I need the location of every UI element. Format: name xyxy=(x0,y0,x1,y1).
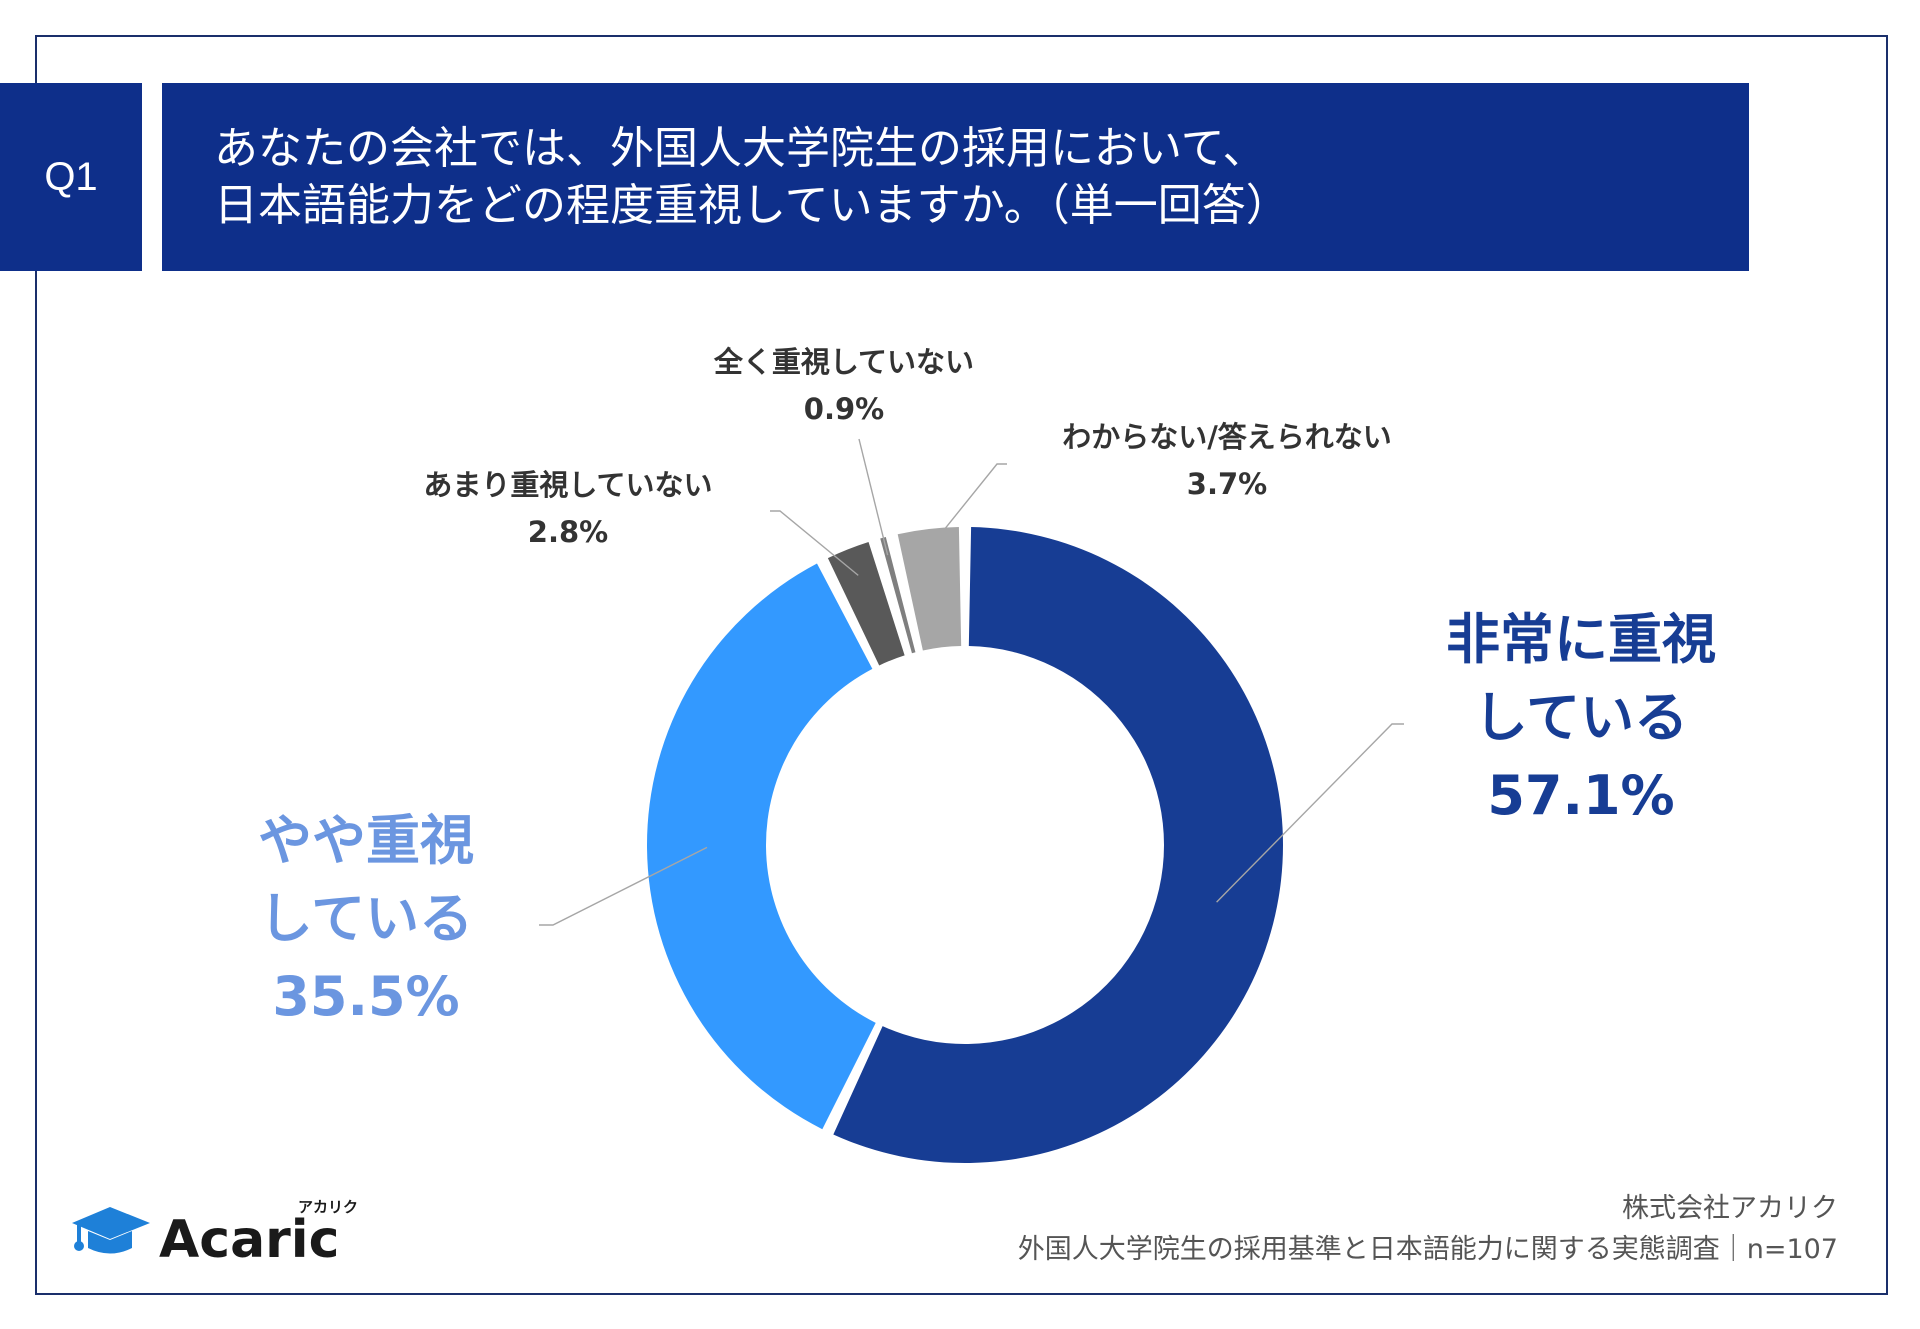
slice-value-very-important: 57.1% xyxy=(1487,764,1675,827)
slice-label-not-important-line-1: 全く重視していない xyxy=(713,345,975,379)
slice-label-not-very-important: あまり重視していない 2.8% xyxy=(368,462,768,556)
slice-label-not-important: 全く重視していない 0.9% xyxy=(644,339,1044,433)
donut-slice-not-very-important xyxy=(827,541,905,666)
slice-label-somewhat-important-line-1: やや重視 xyxy=(258,809,474,872)
question-title-line-2: 日本語能力をどの程度重視していますか。（単一回答） xyxy=(214,180,1290,231)
acaric-logo: Acaric アカリク xyxy=(72,1198,358,1266)
donut-slice-somewhat-important xyxy=(647,563,876,1130)
slice-value-somewhat-important: 35.5% xyxy=(272,965,460,1028)
leader-line-dont-know xyxy=(929,463,1007,548)
slice-label-not-very-important-line-1: あまり重視していない xyxy=(423,468,713,502)
slice-label-somewhat-important: やや重視 している 35.5% xyxy=(221,802,511,1036)
footer-company: 株式会社アカリク xyxy=(1622,1193,1838,1224)
question-title: あなたの会社では、外国人大学院生の採用において、 日本語能力をどの程度重視してい… xyxy=(162,83,1749,271)
donut-slice-not-important xyxy=(880,537,916,654)
question-number: Q1 xyxy=(0,83,142,271)
slice-label-dont-know: わからない/答えられない 3.7% xyxy=(1007,414,1447,508)
logo-katakana-text: アカリク xyxy=(298,1198,358,1216)
question-number-text: Q1 xyxy=(44,154,98,199)
slice-value-not-very-important: 2.8% xyxy=(527,515,609,549)
slice-value-not-important: 0.9% xyxy=(803,392,885,426)
donut-slice-dont-know xyxy=(897,527,962,651)
footer: 株式会社アカリク 外国人大学院生の採用基準と日本語能力に関する実態調査｜n=10… xyxy=(1018,1188,1838,1270)
leader-line-very-important xyxy=(1216,723,1404,903)
logo-brand-text: Acaric xyxy=(159,1210,339,1266)
leader-line-not-very-important xyxy=(770,510,859,576)
graduation-cap-icon xyxy=(72,1207,150,1254)
slice-label-somewhat-important-line-2: している xyxy=(258,887,474,950)
slice-value-dont-know: 3.7% xyxy=(1186,467,1268,501)
slice-label-very-important: 非常に重視 している 57.1% xyxy=(1426,601,1736,835)
footer-survey: 外国人大学院生の採用基準と日本語能力に関する実態調査｜n=107 xyxy=(1017,1234,1838,1265)
leader-line-somewhat-important xyxy=(539,846,708,926)
donut-slice-very-important xyxy=(833,527,1284,1163)
leader-line-not-important xyxy=(858,438,889,556)
chart-frame xyxy=(35,35,1888,1295)
slice-label-very-important-line-2: している xyxy=(1473,686,1689,749)
slice-label-very-important-line-1: 非常に重視 xyxy=(1446,608,1716,671)
slice-label-dont-know-line-1: わからない/答えられない xyxy=(1062,420,1392,454)
question-title-line-1: あなたの会社では、外国人大学院生の採用において、 xyxy=(214,122,1267,174)
